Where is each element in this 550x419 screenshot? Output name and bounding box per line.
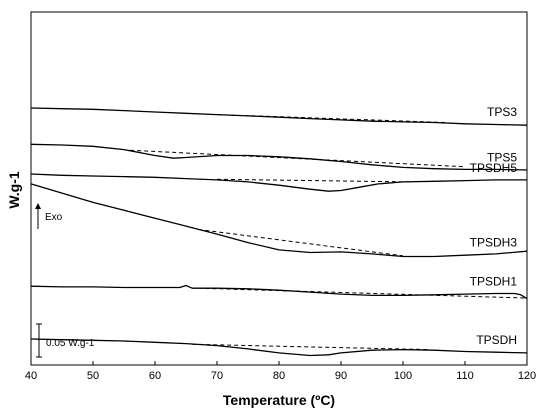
series-line-tpsdh3 [30,183,528,258]
series-line-tpsdh [30,338,528,357]
x-tick-label: 110 [456,370,474,382]
x-tick-label: 50 [87,370,99,382]
series-label-tpsdh: TPSDH [476,333,517,347]
scale-bar: 0.05 W.g-1 [36,323,95,358]
series-line-tpsdh1 [30,284,528,300]
baseline-tpsdh3 [198,228,404,257]
x-axis-title: Temperature (ºC) [223,392,335,408]
y-axis-title: W.g-1 [6,171,22,209]
series-line-tps5 [30,143,528,171]
baseline-tps3 [216,114,447,124]
baseline-tpsdh1 [198,287,528,299]
x-tick-label: 40 [25,370,37,382]
x-tick-label: 60 [149,370,161,382]
plot-area-border [30,11,528,366]
series-label-tps3: TPS3 [487,105,517,119]
series-label-tpsdh1: TPSDH1 [470,275,518,289]
series-line-tpsdh5 [30,173,527,192]
scale-bar-label: 0.05 W.g-1 [46,338,95,349]
x-tick-label: 70 [211,370,223,382]
series-label-tpsdh3: TPSDH3 [470,235,518,249]
baseline-tpsdh [192,343,428,351]
series-label-tps5: TPS5 [487,150,517,164]
x-tick-label: 90 [335,370,347,382]
series-line-tps3 [30,107,528,126]
series-group [30,107,528,357]
exo-arrow-head-icon [35,203,41,209]
series-label-tpsdh5: TPSDH5 [470,161,518,175]
exo-indicator: Exo [35,203,63,229]
x-tick-label: 100 [394,370,412,382]
x-tick-label: 120 [518,370,536,382]
x-axis-ticks: 40 50 60 70 80 90 100 110 120 [25,361,536,382]
exo-label: Exo [45,212,63,223]
x-tick-label: 80 [273,370,285,382]
plot-frame [30,11,528,366]
